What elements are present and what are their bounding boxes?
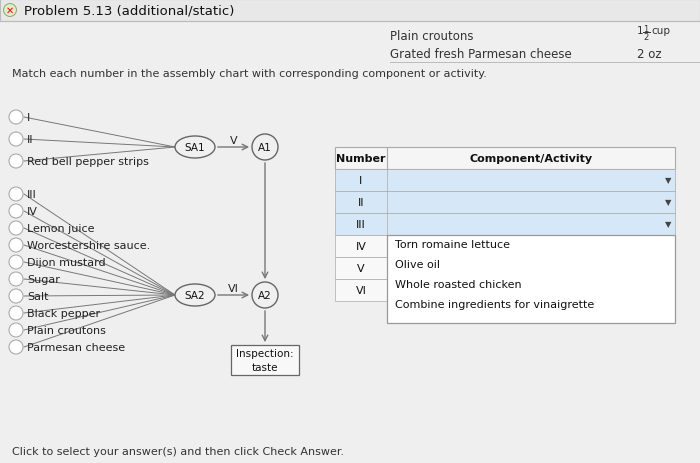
Text: VI: VI <box>356 285 366 295</box>
Text: A1: A1 <box>258 143 272 153</box>
Text: Dijon mustard: Dijon mustard <box>27 257 106 268</box>
Text: V: V <box>357 263 365 274</box>
Text: ▼: ▼ <box>665 220 671 229</box>
Text: A2: A2 <box>258 290 272 300</box>
Bar <box>335 213 675 236</box>
Text: ▼: ▼ <box>665 176 671 185</box>
Circle shape <box>9 272 23 287</box>
Ellipse shape <box>175 137 215 159</box>
Circle shape <box>9 155 23 169</box>
Text: Combine ingredients for vinaigrette: Combine ingredients for vinaigrette <box>395 300 594 309</box>
Text: 2 oz: 2 oz <box>637 49 662 62</box>
Text: Salt: Salt <box>27 291 48 301</box>
Text: Plain croutons: Plain croutons <box>390 31 473 44</box>
Text: ▼: ▼ <box>665 198 671 207</box>
Circle shape <box>9 307 23 320</box>
Bar <box>335 257 675 279</box>
Text: IV: IV <box>356 242 366 251</box>
Text: II: II <box>27 135 34 144</box>
Text: Parmesan cheese: Parmesan cheese <box>27 342 125 352</box>
Text: Whole roasted chicken: Whole roasted chicken <box>395 279 522 289</box>
Text: Olive oil: Olive oil <box>395 259 440 269</box>
Bar <box>335 279 675 301</box>
Bar <box>0 0 700 22</box>
Text: Sugar: Sugar <box>27 275 60 284</box>
Text: Plain croutons: Plain croutons <box>27 325 106 335</box>
Text: I: I <box>359 175 363 186</box>
Text: III: III <box>27 189 36 200</box>
Bar <box>335 148 675 169</box>
Text: 1: 1 <box>643 25 648 33</box>
Text: Torn romaine lettuce: Torn romaine lettuce <box>395 239 510 250</box>
Text: ✕: ✕ <box>6 6 14 16</box>
Text: III: III <box>356 219 366 230</box>
Ellipse shape <box>175 284 215 307</box>
Text: cup: cup <box>651 26 670 36</box>
Text: Worcestershire sauce.: Worcestershire sauce. <box>27 240 150 250</box>
Circle shape <box>252 135 278 161</box>
Text: Red bell pepper strips: Red bell pepper strips <box>27 156 149 167</box>
Circle shape <box>9 340 23 354</box>
Text: VI: VI <box>228 283 239 294</box>
Text: IV: IV <box>27 206 38 217</box>
Text: SA1: SA1 <box>185 143 205 153</box>
Text: Number: Number <box>336 154 386 163</box>
Text: 2: 2 <box>643 33 648 43</box>
Circle shape <box>9 188 23 201</box>
Circle shape <box>9 221 23 236</box>
Text: SA2: SA2 <box>185 290 205 300</box>
Circle shape <box>9 323 23 337</box>
Text: V: V <box>230 136 237 146</box>
Text: 1: 1 <box>637 26 643 36</box>
Circle shape <box>9 289 23 303</box>
Circle shape <box>9 205 23 219</box>
Text: Component/Activity: Component/Activity <box>470 154 593 163</box>
Text: Match each number in the assembly chart with corresponding component or activity: Match each number in the assembly chart … <box>12 69 487 79</box>
Circle shape <box>9 238 23 252</box>
Circle shape <box>252 282 278 308</box>
Text: Problem 5.13 (additional/static): Problem 5.13 (additional/static) <box>24 5 235 18</box>
Circle shape <box>9 256 23 269</box>
Text: Lemon juice: Lemon juice <box>27 224 94 233</box>
Text: Grated fresh Parmesan cheese: Grated fresh Parmesan cheese <box>390 49 572 62</box>
Text: Inspection:
taste: Inspection: taste <box>236 349 294 372</box>
Bar <box>335 169 675 192</box>
Text: Click to select your answer(s) and then click Check Answer.: Click to select your answer(s) and then … <box>12 446 344 456</box>
Bar <box>335 192 675 213</box>
Circle shape <box>9 111 23 125</box>
Text: Black pepper: Black pepper <box>27 308 100 319</box>
Bar <box>387 236 675 323</box>
Text: II: II <box>358 198 364 207</box>
Circle shape <box>9 133 23 147</box>
Bar <box>335 236 675 257</box>
Text: I: I <box>27 113 30 123</box>
Bar <box>231 345 299 375</box>
